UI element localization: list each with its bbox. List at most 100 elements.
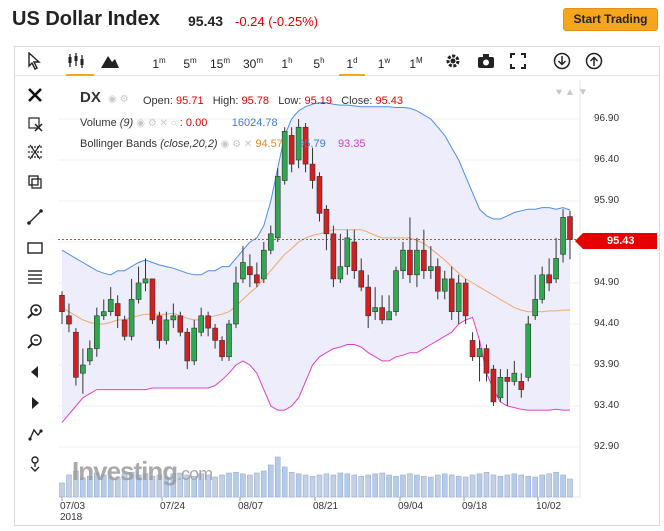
volume-controls-icon[interactable]: ◉ ⚙ ✕ ○ [136, 118, 177, 129]
timeframe-1m[interactable]: 1m [146, 51, 172, 71]
upload-icon[interactable] [584, 51, 604, 71]
volume-bar [316, 474, 323, 498]
timeframe-unit: m [223, 56, 231, 65]
timeframe-1h[interactable]: 1h [274, 51, 300, 71]
candle-body [553, 258, 559, 280]
candle-body [344, 237, 351, 267]
fibonacci-levels-icon[interactable] [26, 268, 44, 286]
candle-body [546, 274, 552, 284]
candle-body [247, 266, 253, 276]
bollinger-controls-icon[interactable]: ◉ ⚙ ✕ [220, 139, 253, 150]
bollinger-params: (close,20,2) [160, 138, 218, 150]
camera-icon[interactable] [476, 52, 496, 70]
volume-bar [435, 474, 441, 498]
volume-bar [281, 466, 288, 498]
candle-body [476, 348, 483, 358]
candle-body [233, 282, 239, 325]
candle-body [59, 294, 65, 312]
candle-body [462, 282, 469, 317]
timeframe-5h[interactable]: 5h [306, 51, 332, 71]
volume-bar [462, 476, 469, 498]
scroll-right-icon[interactable] [26, 394, 44, 412]
volume-bar [295, 473, 302, 498]
volume-bar [156, 474, 163, 498]
y-tick-label: 96.40 [594, 154, 620, 165]
volume-bar [560, 474, 566, 498]
volume-bar [233, 471, 239, 498]
scroll-left-icon[interactable] [26, 363, 44, 381]
timeframe-value: 1 [377, 57, 385, 71]
volume-bar [184, 474, 191, 498]
volume-bar [268, 464, 274, 498]
volume-bar [302, 474, 309, 498]
fibonacci-icon[interactable] [26, 143, 44, 161]
timeframe-unit: M [416, 56, 423, 65]
eraser-icon[interactable] [26, 455, 44, 473]
trendline-icon[interactable] [26, 208, 44, 226]
candle-body [261, 249, 267, 280]
zoom-out-icon[interactable] [26, 333, 44, 351]
candle-body [414, 249, 420, 276]
bollinger-lower-value: 93.35 [337, 138, 366, 150]
timeframe-15m[interactable]: 15m [207, 51, 233, 71]
candle-body [539, 274, 545, 300]
timeframe-unit: h [288, 56, 293, 65]
crosshair-delete-icon[interactable] [26, 115, 44, 133]
panel-controls: ♥ ▲ ▼ [556, 86, 588, 98]
y-tick-label: 96.90 [594, 113, 620, 124]
timeframe-1w[interactable]: 1w [371, 51, 397, 71]
fullscreen-icon[interactable] [509, 52, 527, 70]
chevron-up-icon[interactable]: ▲ [565, 87, 575, 98]
chevron-down-icon[interactable]: ▼ [577, 87, 588, 98]
candle-body [386, 311, 392, 321]
candle-body [240, 262, 246, 280]
candle-body [309, 163, 316, 181]
timeframe-5m[interactable]: 5m [177, 51, 203, 71]
volume-bar [94, 472, 100, 498]
last-price: 95.43 [188, 13, 224, 29]
volume-bar [414, 474, 420, 498]
heart-icon[interactable]: ♥ [556, 87, 562, 98]
candle-body [87, 348, 93, 362]
volume-bar [107, 476, 114, 498]
high-label: High: [212, 95, 239, 107]
x-tick-label: 10/02 [536, 501, 562, 512]
x-axis-year: 2018 [60, 512, 83, 523]
copy-icon[interactable] [26, 173, 44, 191]
candle-body [107, 299, 114, 312]
candle-body [226, 323, 232, 358]
volume-bar [532, 476, 538, 498]
candle-body [511, 372, 518, 382]
gear-icon[interactable]: ⚙ [119, 94, 129, 105]
page-header: US Dollar Index 95.43 -0.24 (-0.25%) Sta… [0, 0, 664, 40]
zoom-in-icon[interactable] [26, 303, 44, 321]
timeframe-30m[interactable]: 30m [240, 51, 266, 71]
candle-body [149, 278, 156, 321]
candle-body [497, 376, 504, 399]
eye-icon[interactable]: ◉ [108, 94, 117, 105]
close-value: 95.43 [375, 95, 403, 107]
candle-body [455, 282, 462, 313]
download-icon[interactable] [552, 51, 572, 71]
bollinger-mid-value: 94.57 [255, 138, 283, 150]
candle-body [254, 274, 260, 284]
candle-body [184, 331, 191, 362]
candle-body [163, 319, 170, 341]
cursor-icon[interactable] [27, 52, 41, 70]
open-label: Open: [143, 95, 173, 107]
gear-icon[interactable] [444, 52, 462, 70]
close-icon[interactable] [26, 86, 44, 104]
magnet-icon[interactable] [26, 425, 44, 443]
mountain-chart-icon[interactable] [100, 52, 120, 70]
bollinger-mid-line [61, 229, 570, 325]
candle-body [518, 381, 525, 390]
start-trading-button[interactable]: Start Trading [563, 8, 658, 31]
candlestick-icon[interactable] [66, 51, 88, 71]
timeframe-value: 5 [183, 57, 190, 71]
volume-bar [525, 475, 531, 498]
timeframe-1d[interactable]: 1d [339, 51, 365, 76]
timeframe-1M[interactable]: 1M [403, 51, 429, 71]
rectangle-icon[interactable] [26, 239, 44, 257]
candle-body [288, 135, 295, 165]
